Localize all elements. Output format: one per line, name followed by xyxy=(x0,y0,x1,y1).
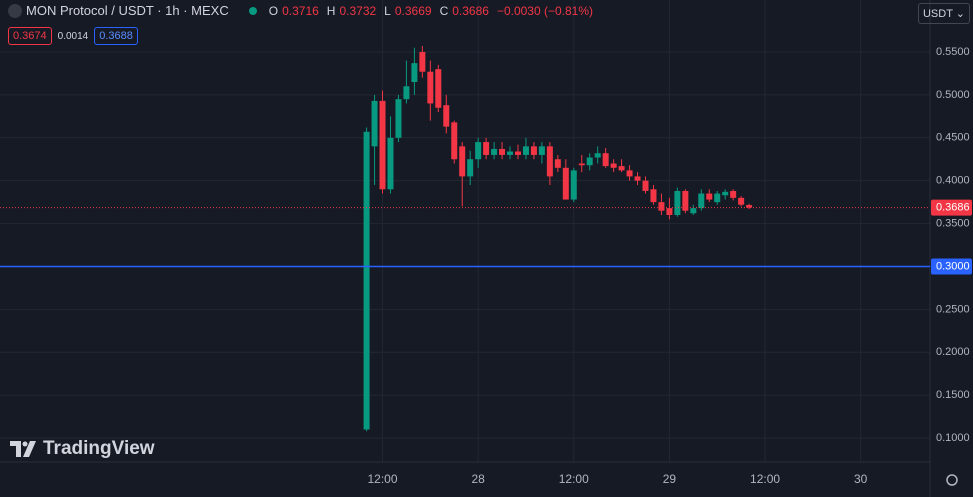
symbol-icon xyxy=(8,3,22,18)
spread: 0.0014 xyxy=(57,30,89,42)
x-tick-label: 28 xyxy=(471,472,485,486)
x-tick-label: 30 xyxy=(854,472,868,486)
candle-body xyxy=(530,146,537,155)
candle-body xyxy=(491,148,498,155)
price-badge-label: 0.3686 xyxy=(936,202,970,214)
candle-body xyxy=(666,208,673,215)
candle-body xyxy=(514,151,521,155)
symbol[interactable]: MON Protocol / USDT · 1h · MEXC xyxy=(26,3,229,18)
candle-body xyxy=(483,142,490,155)
h-label: H xyxy=(326,3,336,18)
candle-body xyxy=(499,148,506,155)
candle-body xyxy=(706,193,713,200)
candle-body xyxy=(371,100,378,147)
price-badge xyxy=(931,258,972,275)
candle-body xyxy=(419,51,426,72)
candle-body xyxy=(379,100,386,190)
candle-body xyxy=(475,142,482,160)
candle-body xyxy=(658,202,665,211)
h-value: 0.3732 xyxy=(339,3,377,18)
candle-body xyxy=(507,151,514,155)
candle-body xyxy=(522,146,529,155)
l-value: 0.3669 xyxy=(394,3,432,18)
watermark: TradingView xyxy=(10,438,155,460)
sell-badge[interactable]: 0.3674 xyxy=(8,27,52,45)
y-tick-label: 0.5000 xyxy=(936,89,970,101)
y-tick-label: 0.2000 xyxy=(936,346,970,358)
x-tick-label: 12:00 xyxy=(559,472,589,486)
candle-body xyxy=(427,71,434,104)
c-label: C xyxy=(439,3,449,18)
candle-body xyxy=(682,190,689,211)
candle-body xyxy=(594,153,601,158)
candle-body xyxy=(690,208,697,214)
candle-body xyxy=(403,86,410,100)
candle-body xyxy=(730,190,737,198)
candle-body xyxy=(578,163,585,166)
candle-body xyxy=(698,193,705,209)
y-tick-label: 0.3500 xyxy=(936,217,970,229)
candle-body xyxy=(722,191,729,196)
candle-body xyxy=(435,69,442,108)
x-tick-label: 12:00 xyxy=(750,472,780,486)
y-tick-label: 0.4000 xyxy=(936,175,970,187)
o-label: O xyxy=(268,3,279,18)
y-tick-label: 0.5500 xyxy=(936,46,970,58)
watermark-text: TradingView xyxy=(43,438,155,459)
candle-body xyxy=(650,189,657,203)
badges: 0.3674 0.0014 0.3688 xyxy=(8,27,138,45)
candle-body xyxy=(459,146,466,177)
price-badge xyxy=(931,199,972,216)
legend: MON Protocol / USDT · 1h · MEXC O 0.3716 … xyxy=(8,3,597,18)
candle-body xyxy=(738,197,745,205)
currency: USDT xyxy=(922,8,953,20)
y-tick-label: 0.2500 xyxy=(936,303,970,315)
candle-body xyxy=(546,146,553,177)
candle-body xyxy=(570,170,577,200)
candle-body xyxy=(562,167,569,200)
candle-body xyxy=(467,159,474,177)
candle-body xyxy=(746,205,753,208)
status-dot xyxy=(248,6,257,15)
l-label: L xyxy=(384,3,391,18)
candle-body xyxy=(554,159,561,168)
candle-body xyxy=(395,99,402,138)
candle-body xyxy=(363,131,370,430)
candle-body xyxy=(674,190,681,215)
y-tick-label: 0.1500 xyxy=(936,389,970,401)
candle-body xyxy=(602,153,609,167)
candle-body xyxy=(618,166,625,171)
c-value: 0.3686 xyxy=(452,3,489,18)
x-tick-label: 29 xyxy=(663,472,677,486)
y-tick-label: 0.1000 xyxy=(936,432,970,444)
x-tick-label: 12:00 xyxy=(368,472,398,486)
candle-body xyxy=(451,122,458,160)
candle-body xyxy=(443,105,450,127)
change: −0.0030 (−0.81%) xyxy=(496,3,594,18)
candle-body xyxy=(626,170,633,177)
y-tick-label: 0.4500 xyxy=(936,132,970,144)
currency-button[interactable]: USDT ⌄ xyxy=(917,3,970,24)
candle-body xyxy=(714,193,721,203)
candle-body xyxy=(411,63,418,83)
candle-body xyxy=(634,176,641,181)
candle-body xyxy=(610,163,617,168)
settings-icon[interactable] xyxy=(946,474,958,486)
buy-badge[interactable]: 0.3688 xyxy=(94,27,138,45)
candle-body xyxy=(387,137,394,190)
candle-body xyxy=(538,146,545,155)
candle-body xyxy=(642,180,649,191)
o-value: 0.3716 xyxy=(282,3,319,18)
candle-body xyxy=(586,157,593,166)
price-badge-label: 0.3000 xyxy=(936,260,970,272)
logo xyxy=(10,441,36,457)
